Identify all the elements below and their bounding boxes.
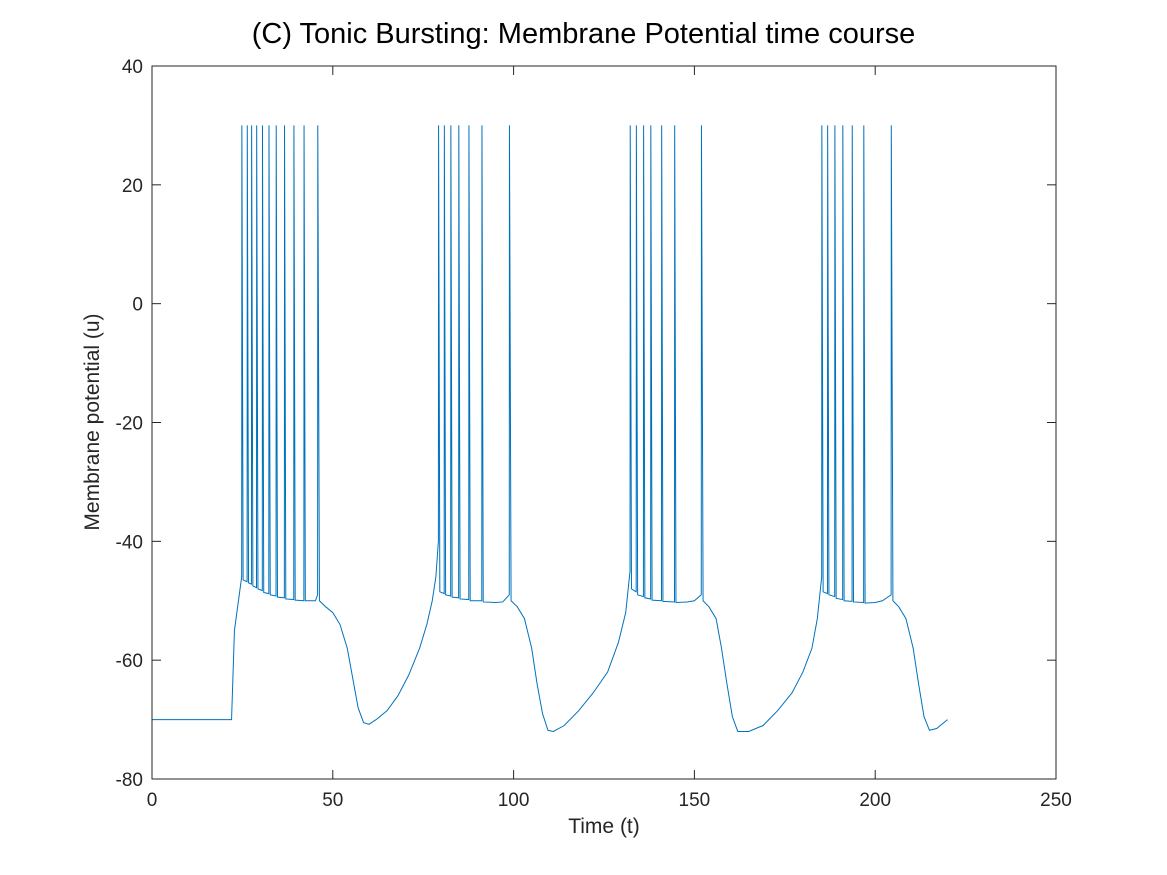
x-tick-label: 150 [679,790,711,811]
x-tick-label: 0 [147,790,158,811]
x-axis-label: Time (t) [568,815,640,838]
y-tick-label: -40 [116,532,143,553]
x-tick-label: 250 [1040,790,1072,811]
series-line-1 [152,125,948,732]
y-tick-label: 40 [122,57,143,78]
axes-layer: 0 50 100 150 200 250 -80 -60 -40 -20 0 20 40 [116,57,1072,811]
plot-area [152,66,1056,779]
y-tick-label: 0 [132,295,143,316]
y-tick-label: 20 [122,176,143,197]
y-tick-label: -20 [116,414,143,435]
y-tick-label: -80 [116,770,143,791]
chart-title: (C) Tonic Bursting: Membrane Potential t… [251,18,916,50]
x-tick-label: 200 [859,790,891,811]
series-layer [152,125,948,732]
x-tick-label: 50 [322,790,343,811]
x-tick-label: 100 [498,790,530,811]
y-tick-label: -60 [116,651,143,672]
y-axis-label: Membrane potential (u) [81,313,104,531]
